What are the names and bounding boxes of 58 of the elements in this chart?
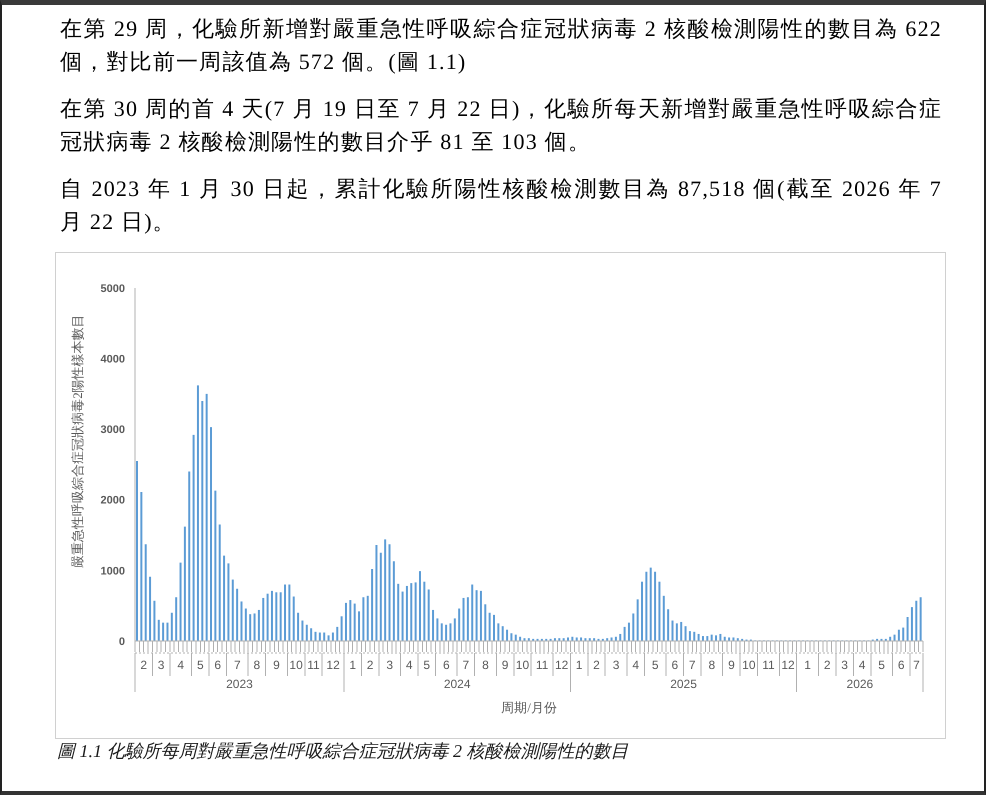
x-tick-label: 7 [688,658,696,672]
x-tick-label: 1 [349,658,356,672]
x-tick-label: 11 [307,658,320,672]
x2-tick-label: 2026 [846,677,874,691]
x2-tick-label: 2024 [444,677,471,691]
y-tick-label: 1000 [100,565,125,578]
x-tick-label: 11 [762,658,775,672]
x-tick-label: 8 [708,658,716,672]
x-tick-label: 7 [913,658,920,672]
x-tick-label: 12 [781,658,796,672]
x-tick-label: 9 [728,658,736,672]
x-tick-label: 6 [214,658,222,672]
x-tick-label: 6 [672,658,678,672]
text: 在第 30 周的首 4 天(7 月 19 日至 7 月 22 日)，化驗所每天新增對嚴重急性呼吸綜合症冠狀病毒 2 核酸檢測陽性的數目介乎 81 至 103 個。 [60,96,942,154]
x-tick-label: 12 [326,658,340,672]
x-tick-label: 7 [234,658,241,672]
x-tick-label: 11 [536,658,549,672]
x-tick-label: 8 [482,658,490,672]
y-tick-label: 2000 [100,494,125,507]
y-tick-label: 5000 [100,282,125,295]
x-tick-label: 7 [462,658,470,672]
x-tick-label: 6 [898,658,905,672]
x2-tick-label: 2023 [226,677,254,691]
x-tick-label: 5 [652,658,659,672]
x-tick-label: 3 [386,658,394,672]
x-tick-label: 12 [554,658,569,672]
x-tick-label: 10 [742,658,756,672]
x-tick-label: 10 [289,658,304,672]
x-tick-label: 4 [632,658,640,672]
x-tick-label: 2 [366,658,374,672]
x2-tick-label: 2025 [670,677,698,691]
x-tick-label: 1 [576,658,583,672]
x-tick-label: 5 [196,658,204,672]
x-tick-label: 2 [140,658,148,672]
y-tick-label: 3000 [100,424,125,436]
text: 圖 1.1 化驗所每周對嚴重急性呼吸綜合症冠狀病毒 2 核酸檢測陽性的數目 [57,741,628,761]
x-tick-label: 6 [442,658,450,672]
x-tick-label: 9 [273,658,280,672]
x-tick-label: 4 [406,658,413,672]
x-tick-label: 1 [804,658,812,672]
x-tick-label: 5 [878,658,886,672]
text: 在第 29 周，化驗所新增對嚴重急性呼吸綜合症冠狀病毒 2 核酸檢測陽性的數目為 622 個，對比前一周該值為 572 個。(圖 1.1) [60,16,942,74]
x-tick-label: 2 [824,658,831,672]
y-axis-title: 嚴重急性呼吸綜合症冠狀病毒2陽性樣本數目 [70,314,84,568]
x-tick-label: 3 [158,658,165,672]
y-tick-label: 4000 [100,354,125,366]
x-tick-label: 3 [841,658,848,672]
x-tick-label: 10 [516,658,530,672]
x-axis-title: 周期/月份 [501,700,557,715]
text: 自 2023 年 1 月 30 日起，累計化驗所陽性核酸檢測數目為 87,518 個(截至 2026 年 7 月 22 日)。 [60,176,942,234]
x-tick-label: 2 [593,658,600,672]
y-tick-label: 0 [118,636,125,648]
x-tick-label: 9 [502,658,509,672]
x-tick-label: 4 [177,658,184,672]
x-tick-label: 8 [254,658,261,672]
x-tick-label: 3 [612,658,620,672]
x-tick-label: 4 [858,658,866,672]
x-tick-label: 5 [423,658,430,672]
